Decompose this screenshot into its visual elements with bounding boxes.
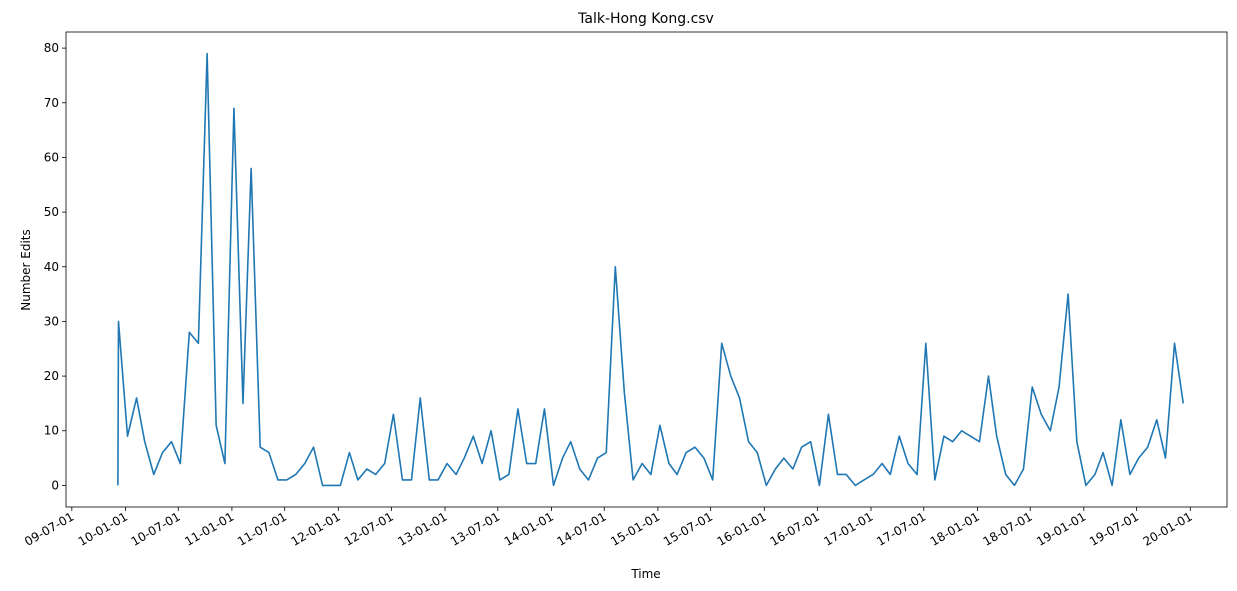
y-tick-label: 0: [51, 478, 59, 492]
x-axis-label: Time: [630, 567, 660, 581]
y-tick-label: 70: [44, 96, 59, 110]
y-tick-label: 20: [44, 369, 59, 383]
plot-frame: [65, 31, 1228, 508]
y-axis-label: Number Edits: [19, 229, 33, 311]
chart-title: Talk-Hong Kong.csv: [577, 11, 714, 27]
y-tick-label: 80: [44, 41, 59, 55]
y-tick-label: 40: [44, 260, 59, 274]
y-tick-label: 60: [44, 150, 59, 164]
y-tick-label: 30: [44, 314, 59, 328]
y-tick-label: 10: [44, 424, 59, 438]
y-tick-label: 50: [44, 205, 59, 219]
data-line: [117, 52, 1185, 487]
